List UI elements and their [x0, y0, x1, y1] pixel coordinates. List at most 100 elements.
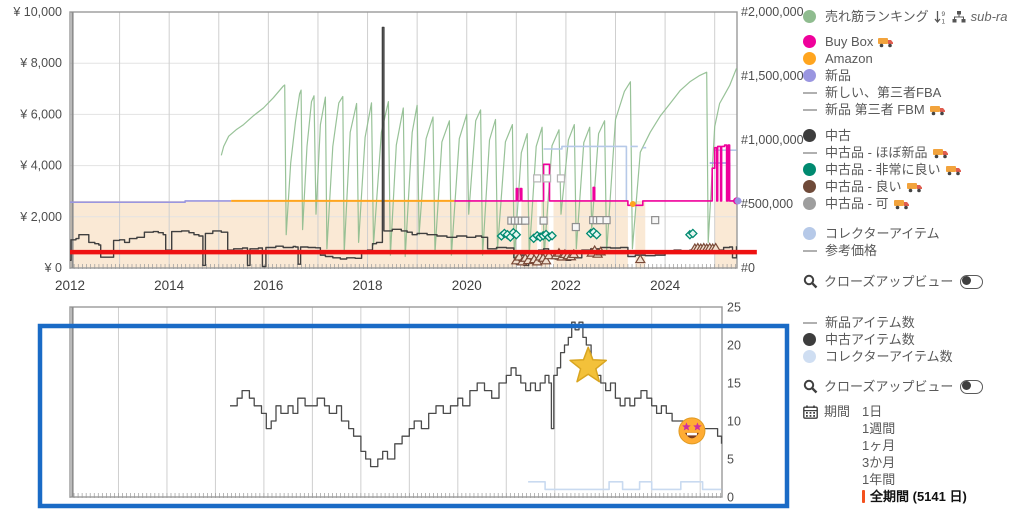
marker-used-acceptable: [521, 216, 530, 225]
legend-dash: [803, 91, 817, 94]
legend-item-amazon[interactable]: Amazon: [803, 50, 1024, 67]
legend-item-label: 新品: [825, 68, 852, 83]
legend-item-new[interactable]: 新品: [803, 67, 1024, 84]
legend-item-label: 新品 第三者 FBM: [825, 102, 925, 117]
count-axis-tick: 5: [727, 453, 734, 467]
legend-dot: [803, 333, 816, 346]
legend-item-used-acceptable[interactable]: 中古品 - 可: [803, 195, 1024, 212]
y-axis-left-tick: ¥ 6,000: [19, 107, 62, 121]
marker-used-very-good: [687, 228, 698, 239]
period-option-all[interactable]: 全期間 (5141 日): [862, 488, 967, 505]
marker-used-very-good: [511, 229, 522, 240]
toggle-switch[interactable]: [960, 274, 984, 289]
legend-item-label: コレクターアイテム: [825, 226, 940, 241]
legend-item-label: クローズアップビュー: [824, 274, 954, 289]
legend-dot: [803, 129, 816, 142]
y-axis-left-tick: ¥ 4,000: [19, 159, 62, 173]
y-axis-left-tick: ¥ 8,000: [19, 56, 62, 70]
legend-dash: [803, 249, 817, 252]
count-axis-tick: 15: [727, 377, 741, 391]
legend-item-new-3rd-party-fba[interactable]: 新しい、第三者FBA: [803, 84, 1024, 101]
legend-item-label: 中古品 - 非常に良い: [825, 162, 941, 177]
period-option-1d[interactable]: 1日: [862, 403, 967, 420]
legend-item-used[interactable]: 中古: [803, 127, 1024, 144]
legend-item-label: Buy Box: [825, 34, 874, 49]
legend-section: 中古 中古品 - ほぼ新品 中古品 - 非常に良い 中古品 - 良い 中古品 - 可: [803, 127, 1024, 212]
marker-used-good: [543, 250, 555, 260]
legend-item-label: 中古: [825, 128, 852, 143]
legend-item-label: 新しい、第三者FBA: [825, 85, 942, 100]
legend-dot: [803, 35, 816, 48]
legend-section: コレクターアイテム 参考価格: [803, 225, 1024, 259]
truck-icon: [932, 147, 949, 159]
legend-item-new-3rd-party-fbm[interactable]: 新品 第三者 FBM: [803, 101, 1024, 118]
legend-item-label: 中古品 - 良い: [825, 179, 902, 194]
amazon-availability-fill: [70, 200, 517, 268]
legend-item-label: 中古アイテム数: [825, 332, 915, 347]
series-collectible-count: [528, 481, 722, 491]
legend-section: クローズアップビュー: [803, 273, 1024, 290]
legend-dash: [803, 321, 817, 324]
legend-dash: [803, 108, 817, 111]
period-option-3mo[interactable]: 3か月: [862, 454, 967, 471]
legend-item-used-very-good[interactable]: 中古品 - 非常に良い: [803, 161, 1024, 178]
period-option-1y[interactable]: 1年間: [862, 471, 967, 488]
magnifier-icon: [803, 274, 818, 289]
series-end-dot: [734, 197, 742, 205]
period-selector[interactable]: 期間 1日 1週間 1ヶ月 3か月 1年間全期間 (5141 日): [803, 403, 1024, 505]
period-option-1w[interactable]: 1週間: [862, 420, 967, 437]
period-option-label: 全期間 (5141 日): [870, 489, 967, 504]
closeup-toggle-closeup-view-bottom[interactable]: クローズアップビュー: [803, 378, 1024, 395]
price-history-chart[interactable]: ¥ 10,000 ¥ 8,000 ¥ 6,000 ¥ 4,000 ¥ 2,000 ¥ 0 #…: [0, 0, 1024, 300]
period-option-label: 1日: [862, 404, 883, 419]
legend-item-buy-box[interactable]: Buy Box: [803, 33, 1024, 50]
series-collectible-price: [543, 145, 737, 201]
count-axis-tick: 0: [727, 491, 734, 505]
amazon-availability-fill: [635, 200, 646, 268]
y-axis-right-tick: #0: [741, 261, 755, 275]
period-label: 期間: [824, 404, 851, 419]
marker-used-very-good: [591, 229, 602, 240]
legend-item-collectible-item-count[interactable]: コレクターアイテム数: [803, 348, 1024, 365]
legend-item-label: 参考価格: [825, 243, 878, 258]
marker-used-very-good: [547, 230, 557, 241]
toggle-switch[interactable]: [960, 379, 984, 394]
legend-item-label: 売れ筋ランキング: [825, 9, 929, 24]
y-axis-right-tick: #2,000,000: [741, 5, 804, 19]
marker-used-like-new: [542, 174, 552, 183]
period-option-label: 1年間: [862, 472, 896, 487]
legend-dot: [803, 69, 816, 82]
y-axis-left-tick: ¥ 2,000: [19, 210, 62, 224]
legend-item-used-like-new[interactable]: 中古品 - ほぼ新品: [803, 144, 1024, 161]
legend-dot: [803, 197, 816, 210]
legend-item-used-item-count[interactable]: 中古アイテム数: [803, 331, 1024, 348]
legend-section: 期間 1日 1週間 1ヶ月 3か月 1年間全期間 (5141 日): [803, 403, 1024, 505]
count-axis-tick: 10: [727, 415, 741, 429]
x-axis-tick: 2014: [154, 278, 185, 293]
x-axis-tick: 2024: [650, 278, 681, 293]
marker-used-like-new: [556, 174, 566, 183]
legend-dot: [803, 350, 816, 363]
legend-item-collectible[interactable]: コレクターアイテム: [803, 225, 1024, 242]
legend-dot: [803, 163, 816, 176]
closeup-toggle-closeup-view-top[interactable]: クローズアップビュー: [803, 273, 1024, 290]
legend-section: 売れ筋ランキング 9 1 sub-ra Buy Box Amazon 新品 新しい、第三者FB…: [803, 8, 1024, 118]
marker-used-acceptable: [651, 216, 660, 225]
legend-item-list-price[interactable]: 参考価格: [803, 242, 1024, 259]
closeup-selection-box: [37, 323, 790, 509]
period-option-1mo[interactable]: 1ヶ月: [862, 437, 967, 454]
offer-count-chart[interactable]: 25 20 15 10 5 0: [0, 300, 1024, 513]
legend-item-used-good[interactable]: 中古品 - 良い: [803, 178, 1024, 195]
legend-item-sales-rank[interactable]: 売れ筋ランキング 9 1 sub-ra: [803, 8, 1024, 25]
legend-dash: [803, 151, 817, 154]
marker-used-like-new: [533, 174, 542, 183]
truck-icon: [929, 104, 946, 116]
marker-used-acceptable: [602, 216, 611, 225]
legend-item-new-item-count[interactable]: 新品アイテム数: [803, 314, 1024, 331]
y-axis-right-tick: #1,500,000: [741, 69, 804, 83]
legend-dot: [803, 180, 816, 193]
legend-panel: 売れ筋ランキング 9 1 sub-ra Buy Box Amazon 新品 新しい、第三者FB…: [803, 8, 1024, 505]
star-emoji: [569, 346, 608, 383]
period-option-label: 3か月: [862, 455, 896, 470]
